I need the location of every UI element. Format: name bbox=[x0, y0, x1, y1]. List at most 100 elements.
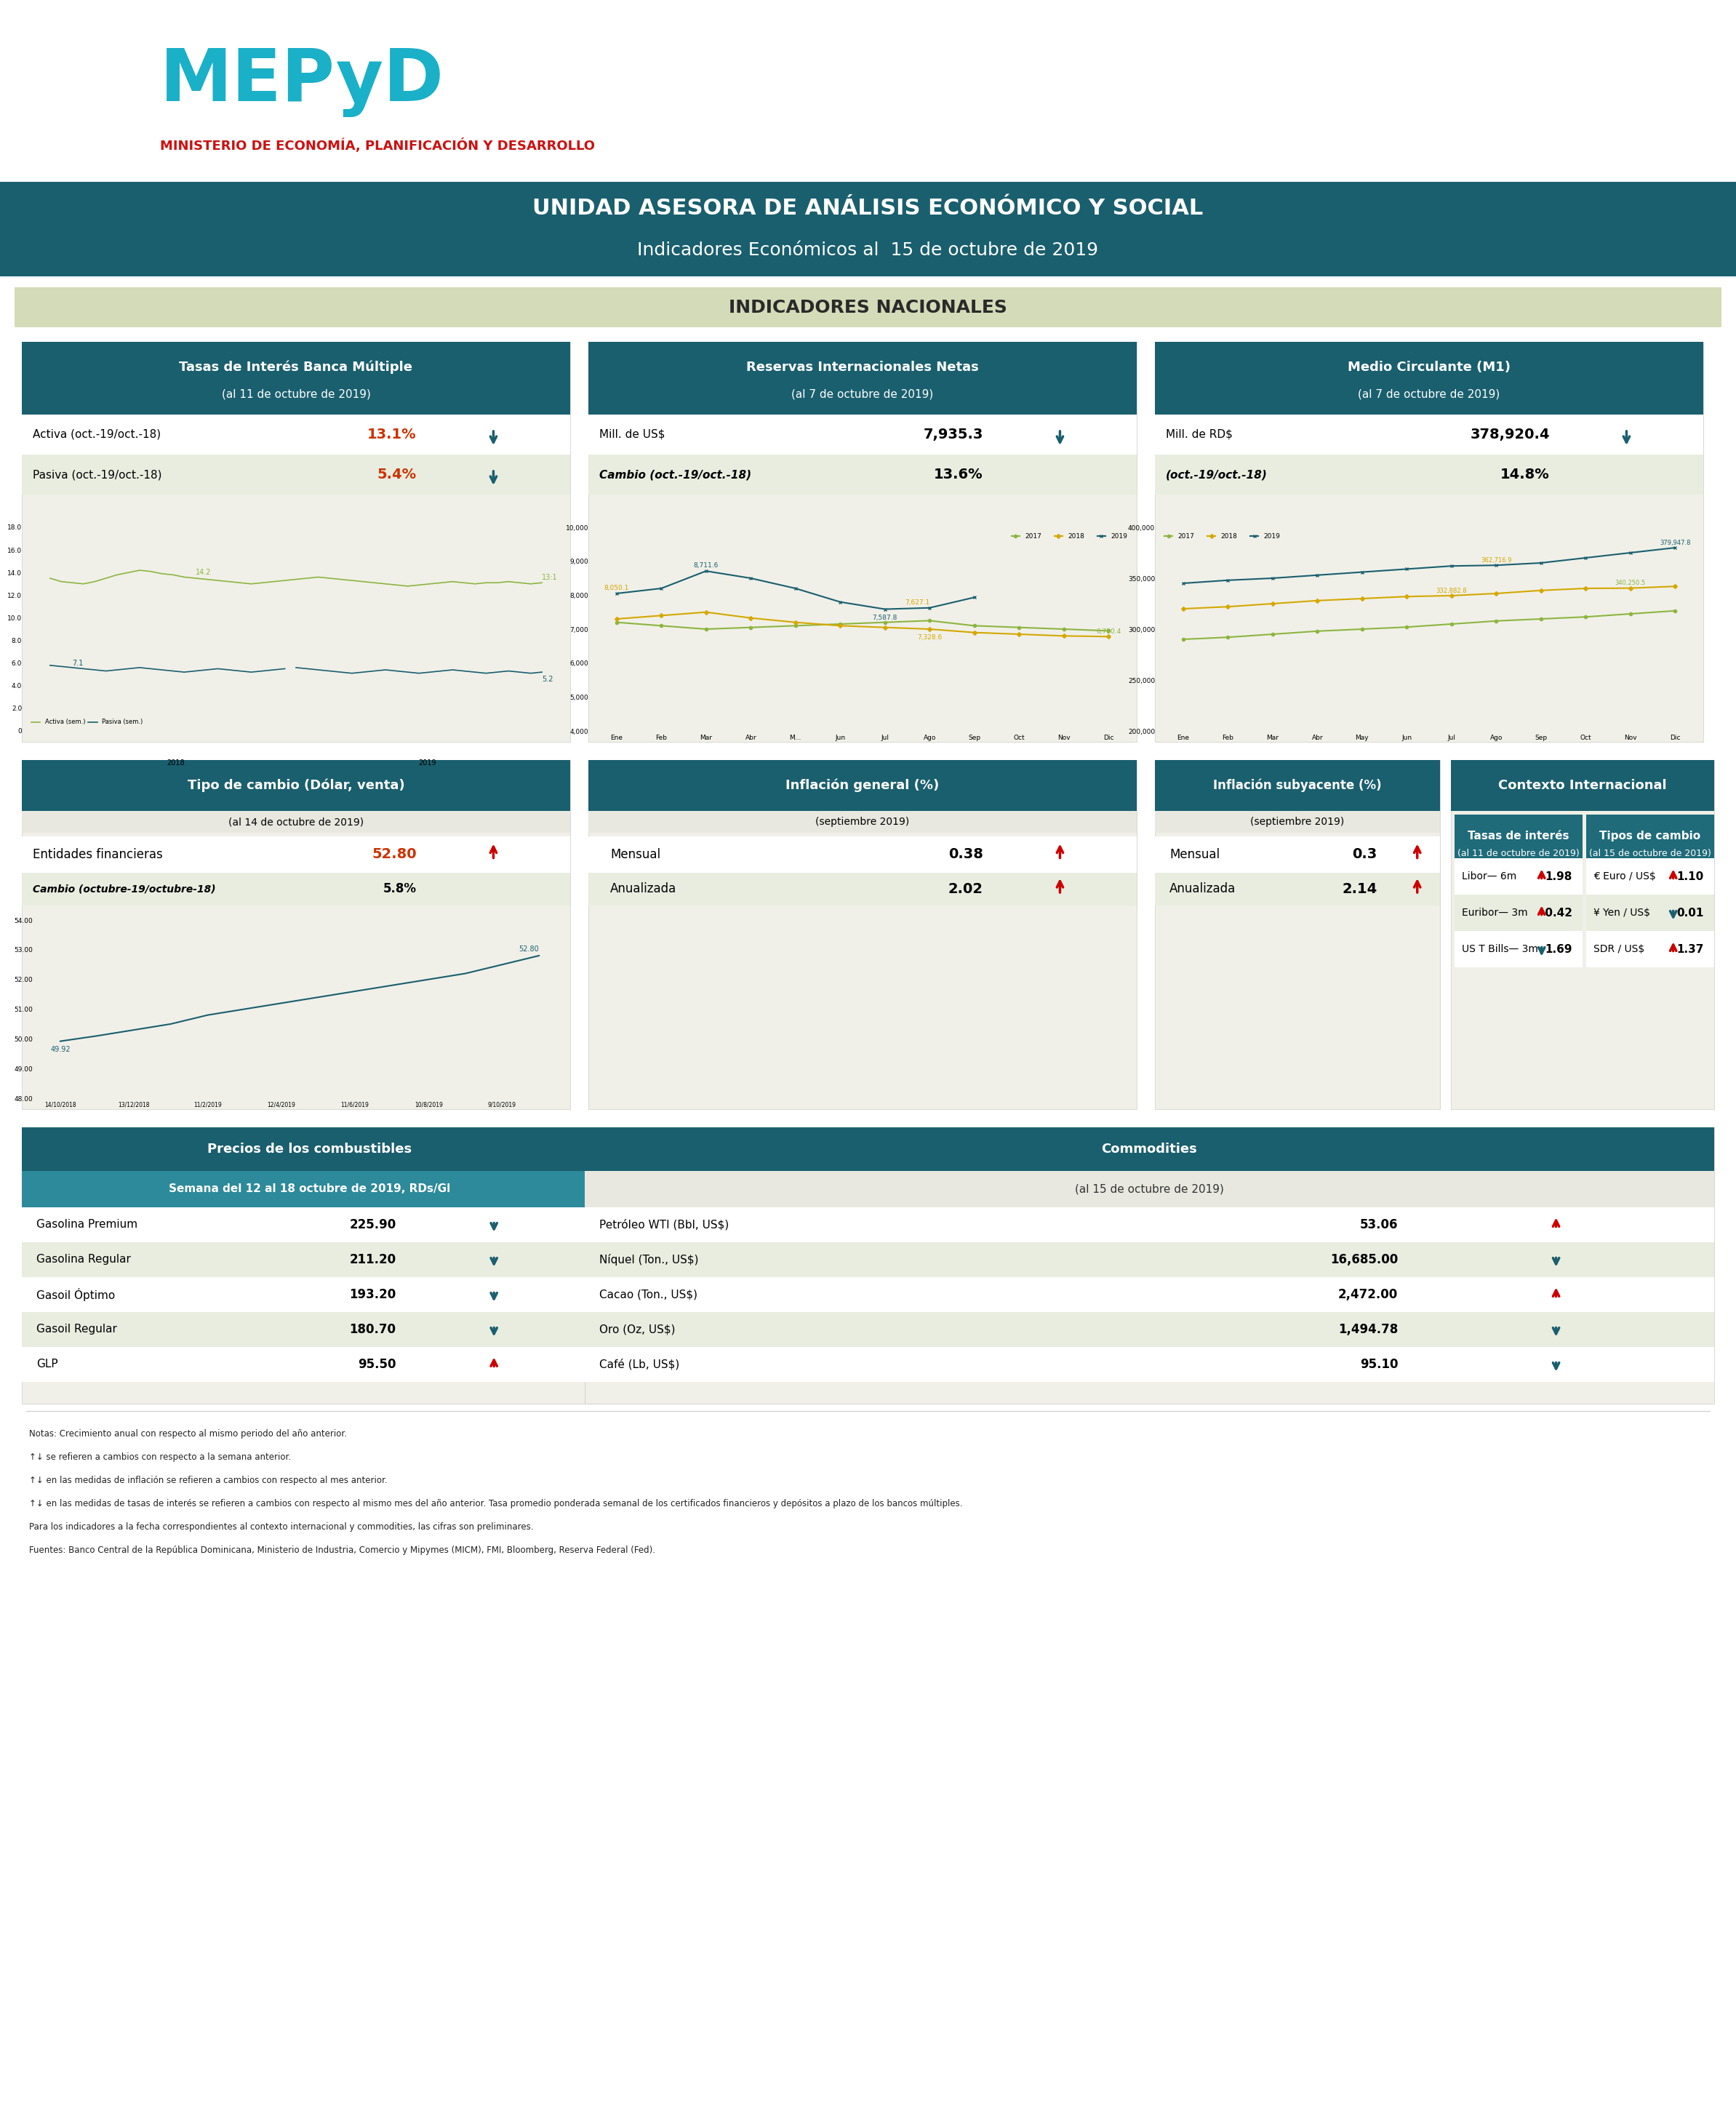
Text: (al 15 de octubre de 2019): (al 15 de octubre de 2019) bbox=[1588, 849, 1712, 858]
FancyBboxPatch shape bbox=[585, 1127, 1713, 1403]
Text: MEPyD: MEPyD bbox=[160, 47, 444, 117]
FancyBboxPatch shape bbox=[585, 1312, 1713, 1346]
FancyBboxPatch shape bbox=[589, 414, 1137, 454]
FancyBboxPatch shape bbox=[585, 1278, 1713, 1312]
FancyBboxPatch shape bbox=[0, 0, 1736, 183]
Text: 14.8%: 14.8% bbox=[1500, 467, 1550, 482]
Text: 13:1: 13:1 bbox=[542, 573, 557, 582]
FancyBboxPatch shape bbox=[1451, 760, 1713, 811]
Text: ↑↓ se refieren a cambios con respecto a la semana anterior.: ↑↓ se refieren a cambios con respecto a … bbox=[30, 1452, 292, 1463]
Text: SDR / US$: SDR / US$ bbox=[1594, 945, 1644, 953]
FancyBboxPatch shape bbox=[14, 287, 1722, 327]
Text: (al 7 de octubre de 2019): (al 7 de octubre de 2019) bbox=[792, 389, 934, 399]
Text: Entidades financieras: Entidades financieras bbox=[33, 847, 163, 862]
FancyBboxPatch shape bbox=[1154, 342, 1703, 414]
Text: 53.06: 53.06 bbox=[1359, 1219, 1397, 1231]
Text: Precios de los combustibles: Precios de los combustibles bbox=[208, 1142, 411, 1155]
FancyBboxPatch shape bbox=[23, 342, 569, 414]
FancyBboxPatch shape bbox=[585, 1242, 1713, 1278]
Text: 2018: 2018 bbox=[167, 760, 184, 766]
FancyBboxPatch shape bbox=[589, 342, 1137, 414]
Text: 7.1: 7.1 bbox=[73, 660, 83, 667]
Text: INDICADORES NACIONALES: INDICADORES NACIONALES bbox=[729, 299, 1007, 316]
Text: -0.42: -0.42 bbox=[1540, 907, 1573, 919]
FancyBboxPatch shape bbox=[589, 811, 1137, 832]
Text: Inflación general (%): Inflación general (%) bbox=[786, 779, 939, 792]
Text: Mensual: Mensual bbox=[609, 847, 660, 862]
Text: Tasas de interés: Tasas de interés bbox=[1469, 830, 1569, 843]
Text: 49.92: 49.92 bbox=[50, 1047, 71, 1053]
FancyBboxPatch shape bbox=[23, 1172, 597, 1208]
Text: MINISTERIO DE ECONOMÍA, PLANIFICACIÓN Y DESARROLLO: MINISTERIO DE ECONOMÍA, PLANIFICACIÓN Y … bbox=[160, 138, 595, 153]
Text: Cacao (Ton., US$): Cacao (Ton., US$) bbox=[599, 1289, 698, 1299]
Text: Oro (Oz, US$): Oro (Oz, US$) bbox=[599, 1325, 675, 1335]
FancyBboxPatch shape bbox=[589, 454, 1137, 495]
FancyBboxPatch shape bbox=[589, 760, 1137, 1108]
Text: 379,947.8: 379,947.8 bbox=[1660, 539, 1691, 546]
FancyBboxPatch shape bbox=[1587, 932, 1713, 968]
Text: Para los indicadores a la fecha correspondientes al contexto internacional y com: Para los indicadores a la fecha correspo… bbox=[30, 1522, 533, 1531]
FancyBboxPatch shape bbox=[23, 1208, 597, 1242]
Text: 7,935.3: 7,935.3 bbox=[924, 427, 983, 442]
Text: 7,587.8: 7,587.8 bbox=[873, 614, 898, 620]
FancyBboxPatch shape bbox=[23, 760, 569, 811]
Text: 13.6%: 13.6% bbox=[934, 467, 983, 482]
Text: 1.10: 1.10 bbox=[1677, 870, 1705, 881]
Text: 8,711.6: 8,711.6 bbox=[693, 563, 719, 569]
FancyBboxPatch shape bbox=[585, 1346, 1713, 1382]
Text: ¥ Yen / US$: ¥ Yen / US$ bbox=[1594, 909, 1651, 917]
Text: Anualizada: Anualizada bbox=[609, 883, 677, 896]
Text: 0.3: 0.3 bbox=[1352, 847, 1377, 862]
Text: 95.50: 95.50 bbox=[358, 1359, 396, 1371]
FancyBboxPatch shape bbox=[1154, 342, 1703, 741]
Text: 362,716.9: 362,716.9 bbox=[1481, 556, 1512, 565]
Text: Activa (oct.-19/oct.-18): Activa (oct.-19/oct.-18) bbox=[33, 429, 161, 439]
Text: (septiembre 2019): (septiembre 2019) bbox=[816, 817, 910, 828]
Text: Mill. de RD$: Mill. de RD$ bbox=[1167, 429, 1233, 439]
FancyBboxPatch shape bbox=[589, 836, 1137, 873]
Text: Cambio (oct.-19/oct.-18): Cambio (oct.-19/oct.-18) bbox=[599, 469, 752, 480]
Text: 52.80: 52.80 bbox=[372, 847, 417, 862]
Text: 5.8%: 5.8% bbox=[384, 883, 417, 896]
Text: Mensual: Mensual bbox=[1170, 847, 1220, 862]
FancyBboxPatch shape bbox=[23, 760, 569, 1108]
Text: 180.70: 180.70 bbox=[349, 1323, 396, 1335]
Text: Commodities: Commodities bbox=[1102, 1142, 1198, 1155]
Text: 2,472.00: 2,472.00 bbox=[1338, 1289, 1397, 1301]
Text: Euribor— 3m: Euribor— 3m bbox=[1462, 909, 1528, 917]
FancyBboxPatch shape bbox=[1154, 454, 1703, 495]
FancyBboxPatch shape bbox=[1455, 858, 1583, 894]
Text: 0.38: 0.38 bbox=[948, 847, 983, 862]
FancyBboxPatch shape bbox=[1455, 815, 1583, 858]
Text: Inflación subyacente (%): Inflación subyacente (%) bbox=[1213, 779, 1382, 792]
FancyBboxPatch shape bbox=[23, 811, 569, 832]
FancyBboxPatch shape bbox=[589, 342, 1137, 741]
FancyBboxPatch shape bbox=[23, 836, 569, 873]
FancyBboxPatch shape bbox=[1154, 836, 1441, 873]
Text: 378,920.4: 378,920.4 bbox=[1470, 427, 1550, 442]
Text: Gasolina Regular: Gasolina Regular bbox=[36, 1255, 130, 1265]
Text: 1.69: 1.69 bbox=[1545, 945, 1573, 955]
Text: (al 7 de octubre de 2019): (al 7 de octubre de 2019) bbox=[1358, 389, 1500, 399]
Text: 95.10: 95.10 bbox=[1359, 1359, 1397, 1371]
Text: (al 14 de octubre de 2019): (al 14 de octubre de 2019) bbox=[229, 817, 363, 828]
Text: UNIDAD ASESORA DE ANÁLISIS ECONÓMICO Y SOCIAL: UNIDAD ASESORA DE ANÁLISIS ECONÓMICO Y S… bbox=[533, 197, 1203, 219]
Legend: 2017, 2018, 2019: 2017, 2018, 2019 bbox=[1009, 531, 1130, 541]
FancyBboxPatch shape bbox=[1154, 760, 1441, 811]
Text: Gasolina Premium: Gasolina Premium bbox=[36, 1219, 137, 1229]
FancyBboxPatch shape bbox=[23, 1127, 597, 1403]
Text: Notas: Crecimiento anual con respecto al mismo periodo del año anterior.: Notas: Crecimiento anual con respecto al… bbox=[30, 1429, 347, 1439]
Text: 193.20: 193.20 bbox=[349, 1289, 396, 1301]
Text: 2.02: 2.02 bbox=[948, 883, 983, 896]
Text: 332,882.8: 332,882.8 bbox=[1436, 588, 1467, 594]
Text: Libor— 6m: Libor— 6m bbox=[1462, 870, 1517, 881]
FancyBboxPatch shape bbox=[1587, 815, 1713, 858]
Text: Reservas Internacionales Netas: Reservas Internacionales Netas bbox=[746, 361, 979, 374]
FancyBboxPatch shape bbox=[23, 1278, 597, 1312]
Text: 225.90: 225.90 bbox=[349, 1219, 396, 1231]
FancyBboxPatch shape bbox=[589, 760, 1137, 811]
Text: ↑↓ en las medidas de inflación se refieren a cambios con respecto al mes anterio: ↑↓ en las medidas de inflación se refier… bbox=[30, 1475, 387, 1486]
Text: 14.2: 14.2 bbox=[196, 569, 212, 575]
FancyBboxPatch shape bbox=[1455, 894, 1583, 932]
Text: (oct.-19/oct.-18): (oct.-19/oct.-18) bbox=[1167, 469, 1267, 480]
